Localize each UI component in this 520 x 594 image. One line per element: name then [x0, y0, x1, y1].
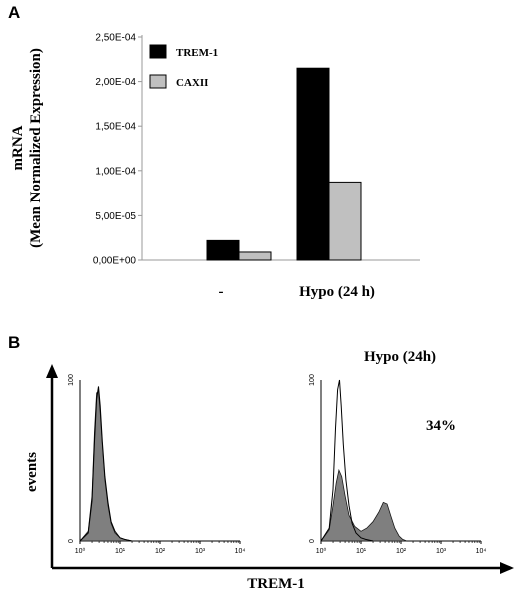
histogram-x-tick-label: 10⁴ — [235, 548, 246, 555]
bar-trem-1 — [296, 67, 330, 261]
bar-trem-1 — [206, 239, 240, 261]
panel-b-label: B — [8, 333, 20, 352]
histogram-y-tick-label: 100 — [68, 374, 75, 386]
events-arrow-head — [46, 364, 58, 378]
events-axis-label: events — [24, 452, 40, 492]
y-tick-label: 2,00E-04 — [95, 77, 136, 88]
y-axis-label-line2: (Mean Normalized Expression) — [28, 48, 44, 248]
category-label: Hypo (24 h) — [299, 284, 375, 300]
legend-label: TREM-1 — [176, 47, 218, 59]
trem1-arrow-head — [500, 562, 514, 574]
y-tick-label: 1,50E-04 — [95, 122, 136, 133]
histogram-x-tick-label: 10⁰ — [316, 547, 327, 555]
trem1-axis-label: TREM-1 — [247, 576, 305, 592]
panel-a-label: A — [8, 3, 20, 22]
outline-histogram — [320, 379, 374, 542]
histogram-x-tick-label: 10⁴ — [476, 548, 487, 555]
y-tick-label: 0,00E+00 — [93, 256, 137, 267]
histogram-x-tick-label: 10⁰ — [75, 547, 86, 555]
histogram-x-tick-label: 10³ — [195, 548, 206, 555]
filled-histogram — [320, 468, 407, 542]
bar-caxii — [328, 181, 362, 261]
y-tick-label: 1,00E-04 — [95, 166, 136, 177]
legend-label: CAXII — [176, 77, 208, 89]
histogram-y-tick-label: 100 — [309, 374, 316, 386]
filled-histogram — [79, 390, 133, 542]
y-tick-label: 2,50E-04 — [95, 33, 136, 44]
histogram-x-tick-label: 10² — [396, 548, 407, 555]
category-label: - — [219, 284, 224, 300]
legend-swatch — [149, 44, 167, 59]
y-tick-label: 5,00E-05 — [95, 211, 136, 222]
outline-histogram — [79, 386, 133, 542]
bar-chart: mRNA (Mean Normalized Expression) 0,00E+… — [10, 33, 420, 300]
bar-caxii — [238, 251, 272, 261]
histogram-title: Hypo (24h) — [364, 349, 436, 365]
histogram-x-tick-label: 10³ — [436, 548, 447, 555]
histogram-x-tick-label: 10¹ — [115, 548, 126, 555]
histogram-y-tick-label: 0 — [309, 539, 316, 543]
legend-swatch — [149, 74, 167, 89]
histogram-x-tick-label: 10¹ — [356, 548, 367, 555]
y-axis-label-line1: mRNA — [10, 125, 26, 170]
percentage-annotation: 34% — [426, 418, 456, 434]
histogram-x-tick-label: 10² — [155, 548, 166, 555]
histogram-y-tick-label: 0 — [68, 539, 75, 543]
flow-cytometry-histograms: events TREM-1 0 100 10⁰ 10¹ 10² 10³ 10⁴ 0 100 10⁰… — [24, 349, 514, 592]
